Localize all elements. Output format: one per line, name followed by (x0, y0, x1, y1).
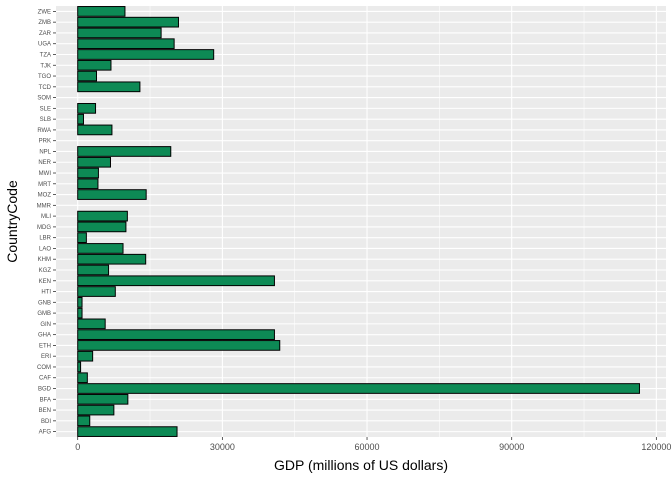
y-tick-label: MOZ (38, 193, 52, 199)
y-tick-label: RWA (37, 128, 51, 134)
y-tick-label: KEN (39, 279, 51, 285)
bar-gnb (77, 296, 83, 308)
bar-gha (77, 329, 275, 340)
y-tick-label: TCD (39, 85, 52, 91)
y-tick-label: BDI (41, 419, 51, 425)
bar-caf (77, 372, 88, 384)
y-tick-label: SOM (37, 96, 51, 102)
bar-ken (77, 275, 275, 287)
y-tick-label: MDG (37, 225, 51, 231)
y-tick-label: UGA (38, 42, 51, 48)
bar-zwe (77, 6, 126, 17)
x-tick-label: 90000 (499, 442, 524, 452)
y-tick-label: PRK (39, 139, 51, 145)
bar-lbr (77, 232, 87, 244)
y-tick-label: GIN (40, 322, 51, 328)
y-tick-label: HTI (41, 290, 51, 296)
bar-bgd (77, 383, 640, 394)
bar-mwi (77, 167, 99, 179)
bar-slb (77, 113, 84, 125)
y-axis-title: CountryCode (4, 180, 20, 263)
bar-com (77, 361, 82, 373)
y-tick-label: MLI (41, 214, 51, 220)
y-tick-label: MWI (39, 171, 52, 177)
y-tick-label: ZMB (38, 20, 51, 26)
bar-gmb (77, 307, 83, 319)
y-tick-label: COM (37, 365, 51, 371)
bar-khm (77, 253, 147, 265)
bar-rwa (77, 124, 113, 136)
bar-moz (77, 189, 147, 200)
y-tick-label: ETH (39, 343, 51, 349)
y-tick-label: TJK (40, 63, 51, 69)
y-axis: AFG BDI BEN BFA BGD CAF COM ERI ETH GHA GIN GMB GNB H… (37, 9, 56, 436)
y-tick-label: LBR (39, 236, 51, 242)
y-tick-label: KGZ (39, 268, 52, 274)
y-tick-label: KHM (38, 257, 51, 263)
x-tick-label: 60000 (355, 442, 380, 452)
bar-mrt (77, 178, 99, 190)
y-tick-label: NER (38, 160, 51, 166)
bar-npl (77, 146, 172, 157)
bar-zar (77, 27, 162, 39)
bar-ben (77, 404, 115, 416)
bar-eri (77, 350, 94, 362)
y-tick-label: AFG (39, 430, 52, 436)
y-tick-label: BEN (39, 408, 51, 414)
bar-tcd (77, 81, 141, 93)
bar-gin (77, 318, 106, 330)
y-tick-label: TZA (40, 52, 51, 58)
y-tick-label: GNB (38, 300, 51, 306)
y-tick-label: GMB (37, 311, 51, 317)
x-tick-label: 0 (75, 442, 80, 452)
y-tick-label: MRT (38, 182, 51, 188)
y-tick-label: NPL (39, 149, 51, 155)
x-tick-label: 120000 (641, 442, 671, 452)
y-tick-label: ERI (41, 354, 51, 360)
x-axis-title: GDP (millions of US dollars) (274, 457, 448, 473)
y-tick-label: GHA (38, 333, 51, 339)
bar-tza (77, 49, 215, 60)
bar-sle (77, 103, 97, 114)
bar-tgo (77, 70, 98, 82)
x-tick-label: 30000 (210, 442, 235, 452)
bar-bdi (77, 415, 91, 427)
bar-tjk (77, 59, 112, 71)
bar-kgz (77, 264, 110, 276)
y-tick-label: ZWE (38, 9, 51, 15)
bar-uga (77, 38, 175, 50)
bar-hti (77, 286, 116, 297)
bar-mli (77, 210, 128, 222)
y-tick-label: BGD (38, 387, 52, 393)
y-tick-label: LAO (39, 246, 51, 252)
bar-ner (77, 156, 111, 168)
x-axis: 0 30000 60000 90000 120000 (75, 437, 671, 452)
bar-zmb (77, 16, 179, 28)
bar-bfa (77, 393, 129, 405)
bar-mdg (77, 221, 127, 233)
y-tick-label: CAF (39, 376, 51, 382)
y-tick-label: SLE (40, 106, 51, 112)
y-tick-label: SLB (40, 117, 51, 123)
y-tick-label: TGO (38, 74, 51, 80)
bar-lao (77, 243, 124, 254)
bars (77, 6, 640, 437)
bar-eth (77, 340, 281, 351)
y-tick-label: MMR (37, 203, 52, 209)
y-tick-label: BFA (40, 397, 51, 403)
plot-panel (56, 6, 666, 437)
y-tick-label: ZAR (39, 31, 52, 37)
bar-afg (77, 426, 178, 437)
